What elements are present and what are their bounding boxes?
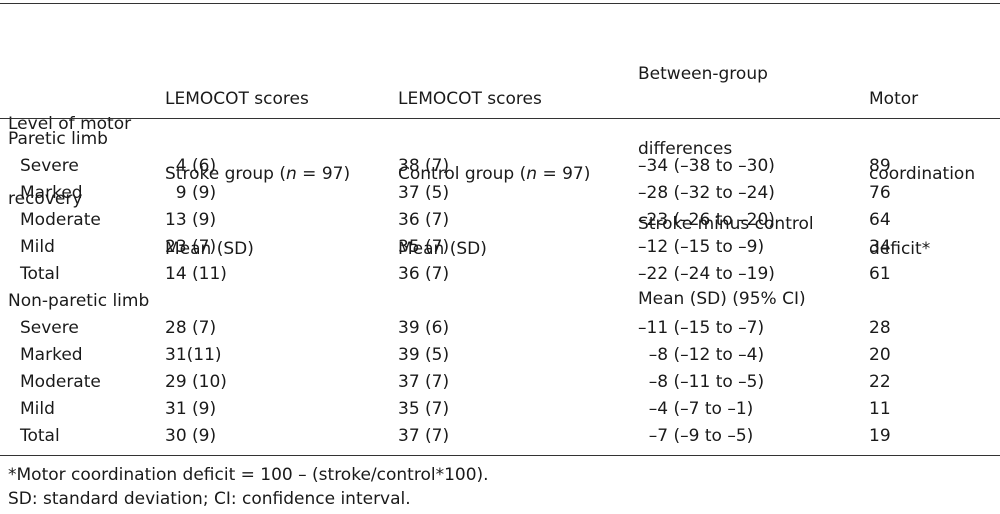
difference-cell: –11 (–15 to –7) (638, 318, 765, 338)
deficit-cell: 19 (869, 426, 891, 446)
group-label-non-paretic-limb: Non-paretic limb (8, 291, 150, 311)
level-cell: Mild (20, 237, 55, 257)
control-cell: 37 (5) (398, 183, 450, 203)
level-cell: Total (20, 426, 60, 446)
stroke-cell: 4 (6) (165, 156, 217, 176)
control-cell: 35 (7) (398, 237, 450, 257)
deficit-cell: 61 (869, 264, 891, 284)
control-cell: 36 (7) (398, 264, 450, 284)
difference-cell: –8 (–11 to –5) (638, 372, 765, 392)
level-cell: Severe (20, 156, 79, 176)
footnote-abbreviations: SD: standard deviation; CI: confidence i… (8, 489, 411, 509)
stroke-cell: 13 (9) (165, 210, 217, 230)
control-cell: 37 (7) (398, 426, 450, 446)
stroke-cell: 9 (9) (165, 183, 217, 203)
stroke-cell: 29 (10) (165, 372, 227, 392)
difference-cell: –22 (–24 to –19) (638, 264, 775, 284)
level-cell: Marked (20, 345, 83, 365)
top-rule (0, 3, 1000, 4)
control-cell: 36 (7) (398, 210, 450, 230)
deficit-cell: 20 (869, 345, 891, 365)
header-motor-coordination-deficit: Motor coordination deficit* (869, 89, 976, 259)
stroke-cell: 31(11) (165, 345, 222, 365)
bottom-rule (0, 455, 1000, 456)
deficit-cell: 22 (869, 372, 891, 392)
deficit-cell: 34 (869, 237, 891, 257)
difference-cell: –28 (–32 to –24) (638, 183, 775, 203)
header-stroke-group: LEMOCOT scores Stroke group (n = 97) Mea… (165, 89, 351, 259)
stroke-cell: 23 (7) (165, 237, 217, 257)
deficit-cell: 89 (869, 156, 891, 176)
difference-cell: –7 (–9 to –5) (638, 426, 754, 446)
footnote-deficit-formula: *Motor coordination deficit = 100 – (str… (8, 465, 489, 485)
stroke-cell: 31 (9) (165, 399, 217, 419)
control-cell: 38 (7) (398, 156, 450, 176)
stroke-cell: 14 (11) (165, 264, 227, 284)
deficit-cell: 64 (869, 210, 891, 230)
level-cell: Moderate (20, 210, 101, 230)
difference-cell: –12 (–15 to –9) (638, 237, 765, 257)
deficit-cell: 28 (869, 318, 891, 338)
header-rule (0, 118, 1000, 119)
level-cell: Moderate (20, 372, 101, 392)
header-control-group: LEMOCOT scores Control group (n = 97) Me… (398, 89, 591, 259)
header-between-group-differences: Between-group differences Stroke minus c… (638, 64, 814, 309)
level-cell: Mild (20, 399, 55, 419)
difference-cell: –34 (–38 to –30) (638, 156, 775, 176)
control-cell: 39 (5) (398, 345, 450, 365)
difference-cell: –8 (–12 to –4) (638, 345, 765, 365)
difference-cell: –4 (–7 to –1) (638, 399, 754, 419)
deficit-cell: 76 (869, 183, 891, 203)
control-cell: 37 (7) (398, 372, 450, 392)
level-cell: Total (20, 264, 60, 284)
control-cell: 39 (6) (398, 318, 450, 338)
difference-cell: –23 (–26 to –20) (638, 210, 775, 230)
level-cell: Marked (20, 183, 83, 203)
level-cell: Severe (20, 318, 79, 338)
group-label-paretic-limb: Paretic limb (8, 129, 108, 149)
stroke-cell: 30 (9) (165, 426, 217, 446)
control-cell: 35 (7) (398, 399, 450, 419)
header-level-of-motor-recovery: Level of motor recovery (8, 114, 132, 209)
stroke-cell: 28 (7) (165, 318, 217, 338)
deficit-cell: 11 (869, 399, 891, 419)
